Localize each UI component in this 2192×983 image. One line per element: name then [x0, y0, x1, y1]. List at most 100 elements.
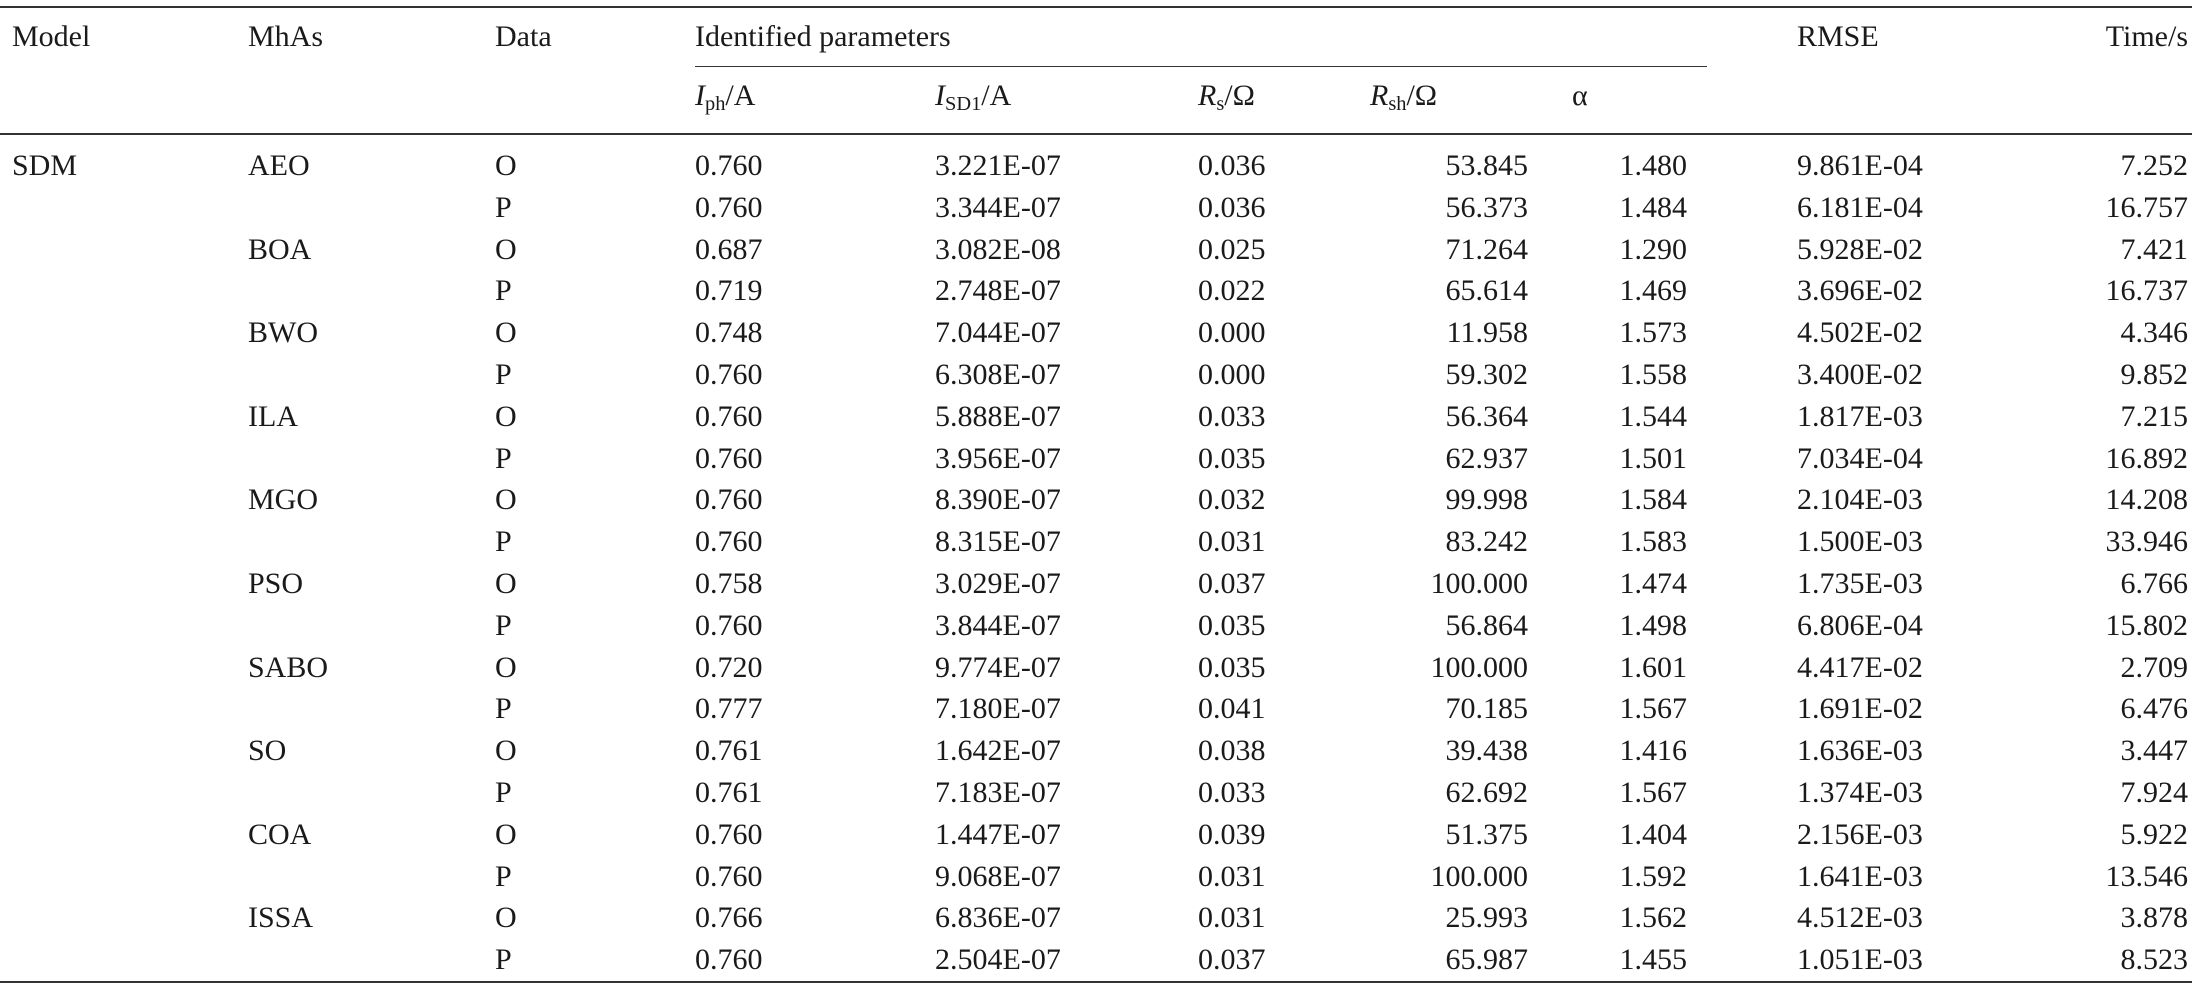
cell-rmse: 2.156E-03	[1797, 817, 1923, 851]
cell-model	[0, 479, 248, 521]
cell-isd1: 3.082E-08	[935, 232, 1061, 266]
cell-iph: 0.687	[695, 232, 763, 266]
cell-alpha: 1.567	[1619, 692, 1688, 726]
cell-rsh: 65.614	[1445, 274, 1529, 308]
table-row: P 0.760 3.344E-07 0.036 56.373 1.484 6.181E-04…	[0, 187, 2192, 229]
isd1-symbol: I	[935, 79, 945, 112]
cell-iph: 0.760	[695, 149, 763, 183]
cell-isd1: 3.221E-07	[935, 149, 1061, 183]
parameters-table: Model MhAs Data Identified parameters RM…	[0, 6, 2192, 983]
table-row: P 0.719 2.748E-07 0.022 65.614 1.469 3.696E-02…	[0, 270, 2192, 312]
cell-time: 7.252	[2120, 149, 2189, 183]
cell-isd1: 3.029E-07	[935, 567, 1061, 601]
cell-mha	[248, 605, 495, 647]
cell-rsh: 100.000	[1430, 650, 1529, 684]
cell-model	[0, 229, 248, 271]
cell-rsh: 70.185	[1445, 692, 1529, 726]
cell-model	[0, 772, 248, 814]
cell-rmse: 9.861E-04	[1797, 149, 1923, 183]
cell-iph: 0.760	[695, 190, 763, 224]
cell-rmse: 1.500E-03	[1797, 525, 1923, 559]
cell-time: 8.523	[2120, 943, 2189, 977]
cell-data: O	[495, 399, 517, 433]
cell-rsh: 53.845	[1445, 149, 1529, 183]
cell-iph: 0.766	[695, 901, 763, 935]
cell-mha: ILA	[248, 399, 298, 433]
cell-mha	[248, 772, 495, 814]
cell-model	[0, 814, 248, 856]
cell-data: O	[495, 817, 517, 851]
cell-rmse: 3.696E-02	[1797, 274, 1923, 308]
cell-time: 6.766	[2120, 567, 2189, 601]
cell-data: O	[495, 650, 517, 684]
cell-isd1: 3.344E-07	[935, 190, 1061, 224]
cell-data: O	[495, 734, 517, 768]
cell-data: P	[495, 776, 512, 810]
cell-mha	[248, 856, 495, 898]
header-identified-parameters: Identified parameters	[695, 7, 1707, 67]
cell-isd1: 9.068E-07	[935, 859, 1061, 893]
cell-rsh: 62.692	[1445, 776, 1529, 810]
cell-isd1: 2.504E-07	[935, 943, 1061, 977]
cell-alpha: 1.567	[1619, 776, 1688, 810]
cell-alpha: 1.584	[1619, 483, 1688, 517]
cell-rmse: 1.641E-03	[1797, 859, 1923, 893]
cell-time: 5.922	[2120, 817, 2189, 851]
cell-rsh: 71.264	[1445, 232, 1529, 266]
cell-rs: 0.037	[1198, 943, 1266, 977]
cell-iph: 0.761	[695, 734, 763, 768]
cell-alpha: 1.544	[1619, 399, 1688, 433]
cell-time: 13.546	[2105, 859, 2189, 893]
iph-symbol: I	[695, 79, 705, 112]
cell-iph: 0.761	[695, 776, 763, 810]
cell-alpha: 1.416	[1619, 734, 1688, 768]
rs-unit: /Ω	[1224, 79, 1255, 112]
header-rsh: Rsh/Ω	[1340, 67, 1550, 135]
cell-isd1: 7.044E-07	[935, 316, 1061, 350]
cell-model	[0, 521, 248, 563]
cell-mha	[248, 187, 495, 229]
cell-mha: BWO	[248, 316, 318, 350]
cell-model: SDM	[12, 149, 78, 183]
cell-iph: 0.720	[695, 650, 763, 684]
cell-rmse: 1.817E-03	[1797, 399, 1923, 433]
rs-symbol: R	[1198, 79, 1217, 112]
header-row-2: Iph/A ISD1/A Rs/Ω Rsh/Ω α	[0, 67, 2192, 135]
table-row: ISSA O 0.766 6.836E-07 0.031 25.993 1.562 4.512…	[0, 897, 2192, 939]
cell-isd1: 1.642E-07	[935, 734, 1061, 768]
cell-data: P	[495, 441, 512, 475]
cell-rs: 0.000	[1198, 316, 1266, 350]
cell-isd1: 6.308E-07	[935, 358, 1061, 392]
cell-rs: 0.035	[1198, 608, 1266, 642]
table-row: MGO O 0.760 8.390E-07 0.032 99.998 1.584 2.104E…	[0, 479, 2192, 521]
table-body: SDM AEO O 0.760 3.221E-07 0.036 53.845 1.480 9.8…	[0, 134, 2192, 983]
iph-subscript: ph	[705, 93, 726, 116]
cell-rs: 0.041	[1198, 692, 1266, 726]
cell-iph: 0.760	[695, 358, 763, 392]
cell-rmse: 1.735E-03	[1797, 567, 1923, 601]
cell-data: O	[495, 483, 517, 517]
cell-rsh: 65.987	[1445, 943, 1529, 977]
cell-time: 7.924	[2120, 776, 2189, 810]
cell-rsh: 83.242	[1445, 525, 1529, 559]
cell-rs: 0.037	[1198, 567, 1266, 601]
cell-rmse: 1.691E-02	[1797, 692, 1923, 726]
cell-mha: SO	[248, 734, 287, 768]
cell-mha: SABO	[248, 650, 329, 684]
table-row: P 0.760 8.315E-07 0.031 83.242 1.583 1.500E-03…	[0, 521, 2192, 563]
table-row: P 0.760 2.504E-07 0.037 65.987 1.455 1.051E-03…	[0, 939, 2192, 983]
cell-data: P	[495, 190, 512, 224]
cell-alpha: 1.469	[1619, 274, 1688, 308]
table-row: BWO O 0.748 7.044E-07 0.000 11.958 1.573 4.502E…	[0, 312, 2192, 354]
cell-time: 9.852	[2120, 358, 2189, 392]
cell-iph: 0.760	[695, 525, 763, 559]
cell-model	[0, 605, 248, 647]
cell-alpha: 1.404	[1619, 817, 1688, 851]
header-rmse: RMSE	[1797, 20, 1879, 53]
cell-isd1: 9.774E-07	[935, 650, 1061, 684]
cell-iph: 0.760	[695, 817, 763, 851]
cell-rs: 0.036	[1198, 149, 1266, 183]
cell-time: 14.208	[2105, 483, 2189, 517]
cell-model	[0, 856, 248, 898]
cell-isd1: 1.447E-07	[935, 817, 1061, 851]
